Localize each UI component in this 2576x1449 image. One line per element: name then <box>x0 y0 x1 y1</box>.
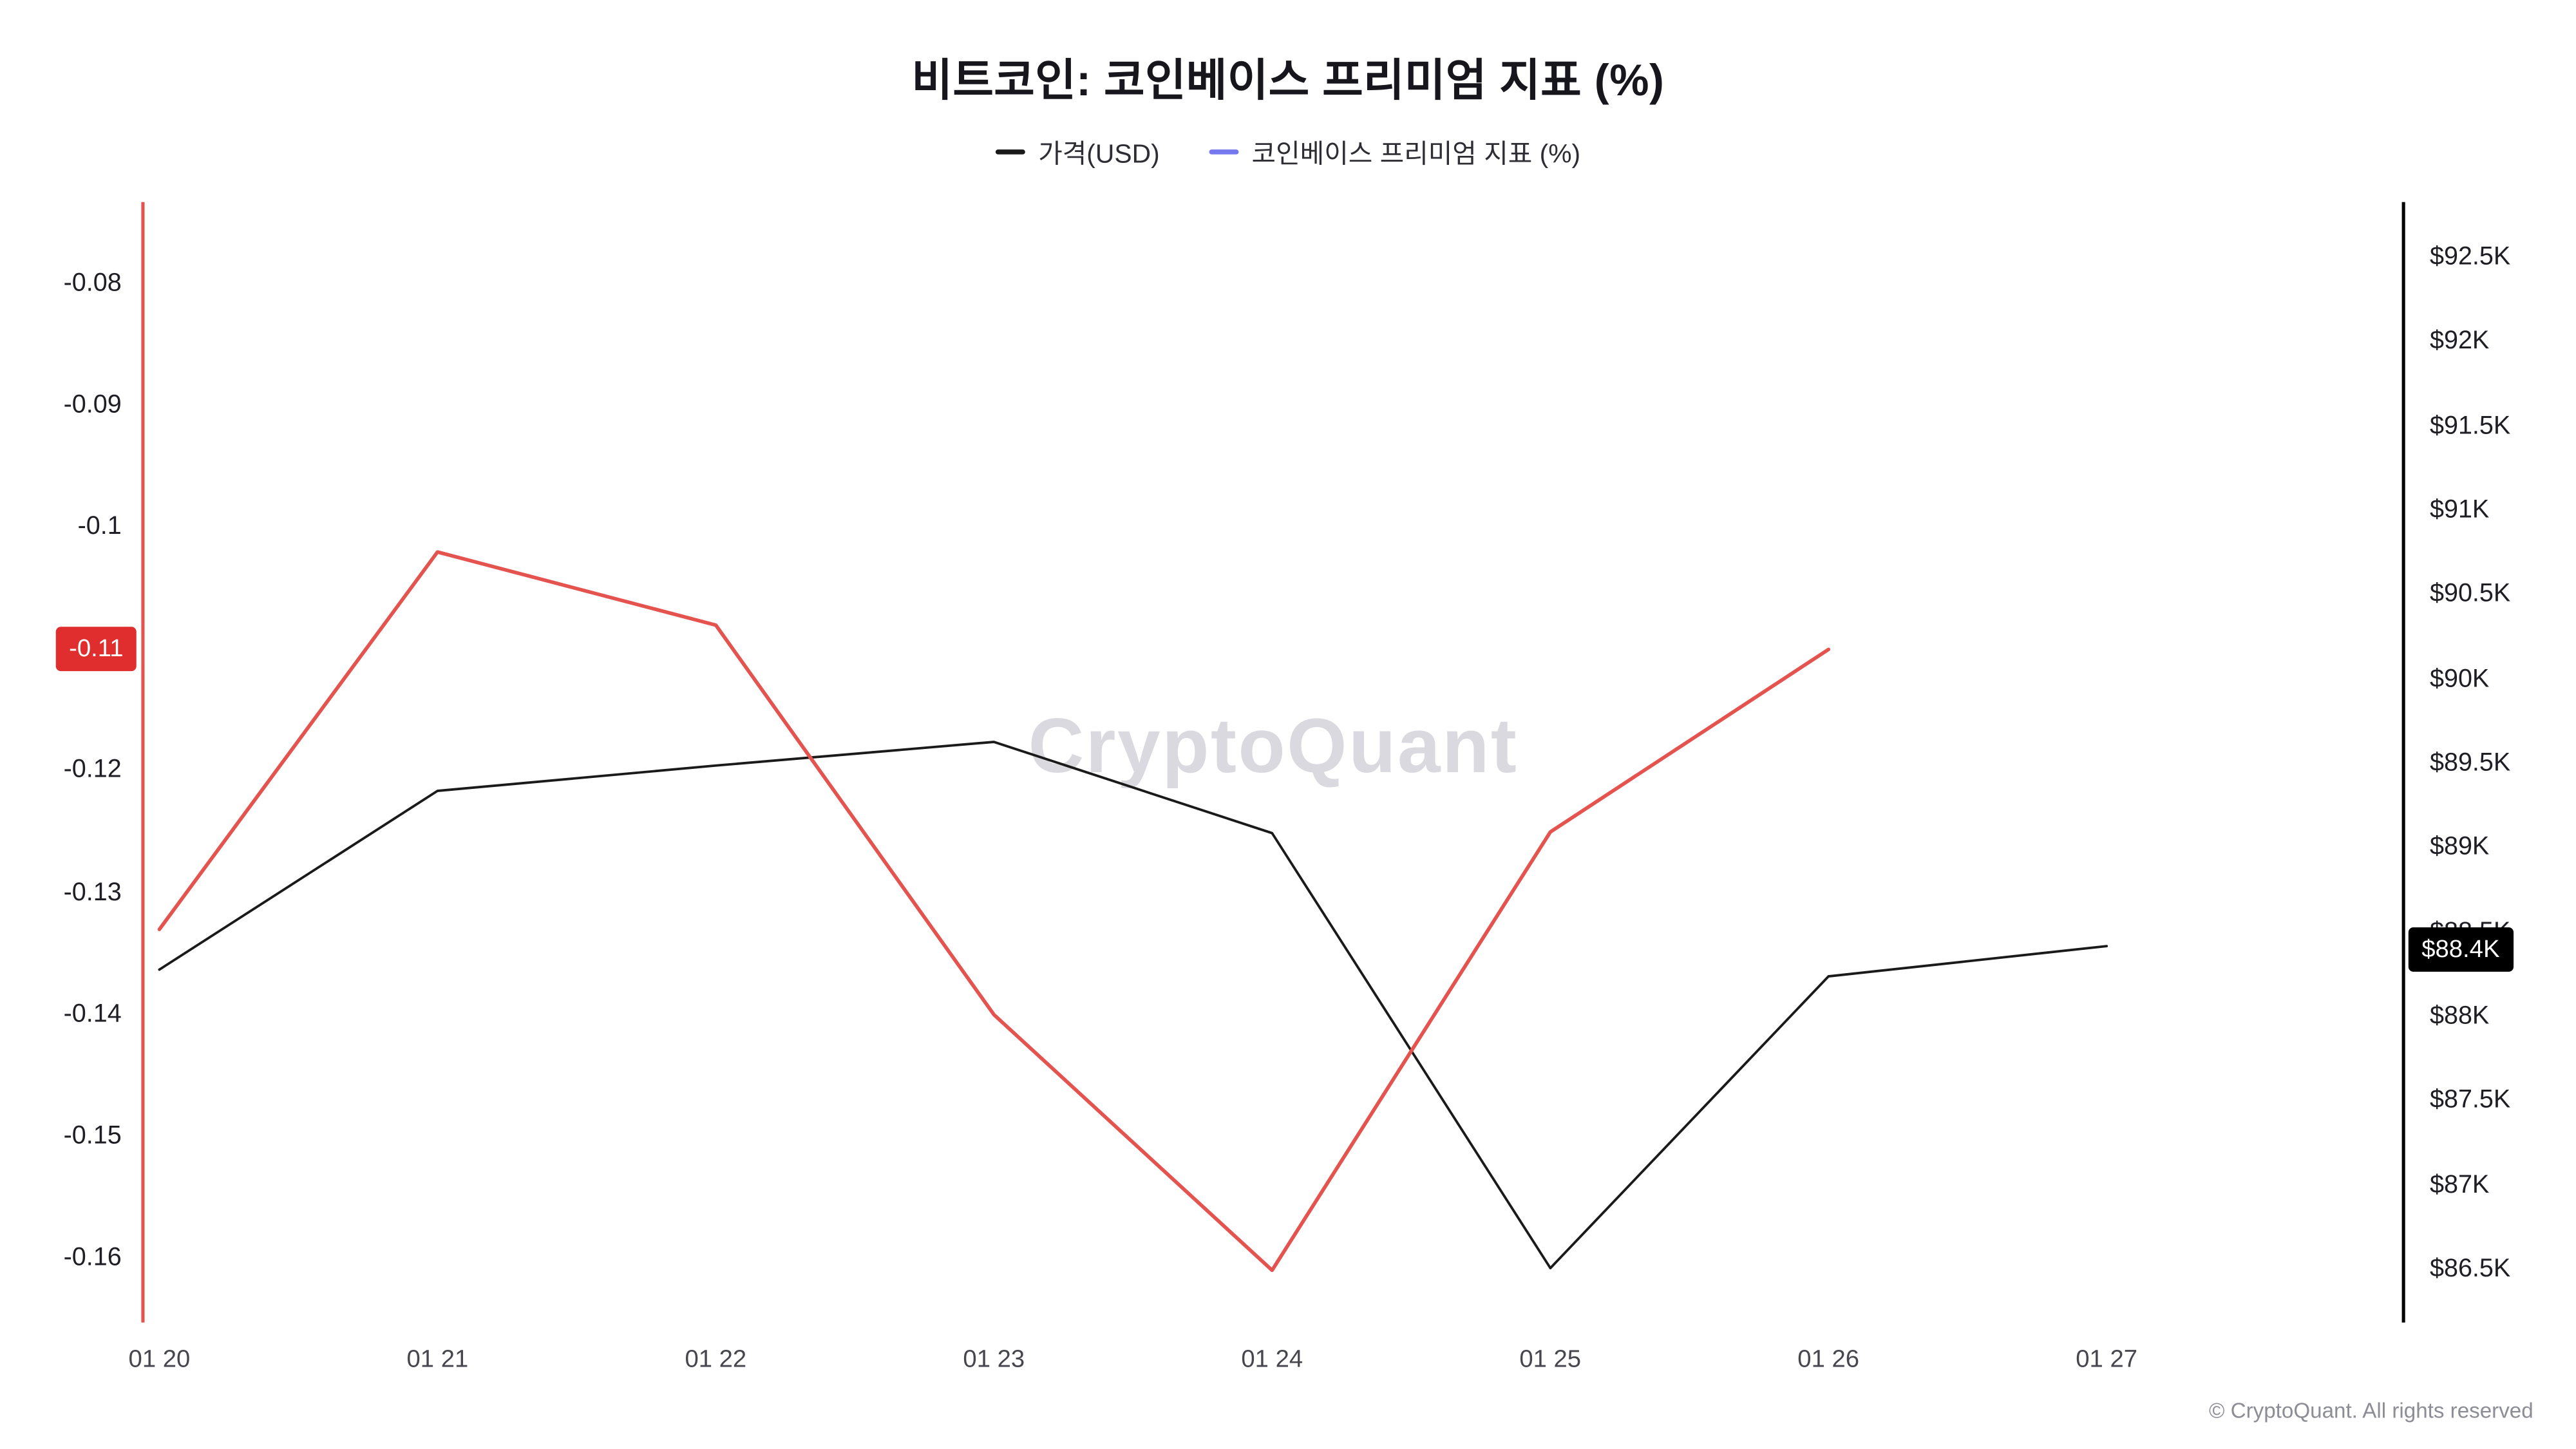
x-axis-tick: 01 24 <box>1241 1345 1303 1374</box>
chart-title: 비트코인: 코인베이스 프리미엄 지표 (%) <box>911 55 1665 106</box>
x-axis-tick: 01 26 <box>1797 1345 1860 1374</box>
left-axis-tick: -0.13 <box>63 878 122 906</box>
legend-label-price: 가격(USD) <box>1038 141 1160 169</box>
x-axis-tick: 01 22 <box>685 1345 747 1374</box>
x-axis-tick: 01 25 <box>1519 1345 1582 1374</box>
right-axis-tick: $89K <box>2429 833 2490 862</box>
right-axis-tick: $88K <box>2429 1002 2490 1030</box>
right-axis-tick: $89.5K <box>2429 749 2511 777</box>
left-axis-tick: -0.15 <box>63 1121 122 1150</box>
right-axis-tick: $87.5K <box>2429 1086 2511 1115</box>
left-axis-tick: -0.14 <box>63 999 122 1028</box>
legend-item-premium[interactable]: 코인베이스 프리미엄 지표 (%) <box>1209 131 1580 171</box>
right-axis-tick: $91K <box>2429 496 2490 524</box>
left-axis-tick: -0.08 <box>63 269 122 298</box>
x-axis-tick: 01 23 <box>963 1345 1025 1374</box>
x-axis-tick: 01 20 <box>128 1345 191 1374</box>
premium-current-value-badge: -0.11 <box>55 627 137 672</box>
right-axis-tick: $86.5K <box>2429 1255 2511 1283</box>
right-axis-tick: $92.5K <box>2429 243 2511 271</box>
right-axis-tick: $91.5K <box>2429 412 2511 440</box>
price-legend-swatch <box>995 148 1025 154</box>
chart-legend: 가격(USD) 코인베이스 프리미엄 지표 (%) <box>0 131 2576 171</box>
right-axis-tick: $90.5K <box>2429 580 2511 609</box>
x-axis-tick: 01 27 <box>2076 1345 2138 1374</box>
legend-item-price[interactable]: 가격(USD) <box>995 131 1160 171</box>
left-axis-tick: -0.09 <box>63 391 122 419</box>
copyright-notice: © CryptoQuant. All rights reserved <box>2209 1397 2533 1423</box>
right-axis-tick: $87K <box>2429 1170 2490 1199</box>
price-line <box>158 741 2108 1270</box>
left-axis-tick: -0.1 <box>77 513 122 541</box>
right-axis-tick: $92K <box>2429 327 2490 355</box>
premium-line <box>157 550 1831 1273</box>
legend-label-premium: 코인베이스 프리미엄 지표 (%) <box>1251 141 1581 169</box>
left-axis-tick: -0.12 <box>63 756 122 784</box>
price-current-value-badge: $88.4K <box>2408 927 2513 972</box>
left-axis-tick: -0.16 <box>63 1243 122 1271</box>
cryptoquant-watermark: CryptoQuant <box>1028 701 1519 789</box>
premium-legend-swatch <box>1209 148 1239 154</box>
right-axis-tick: $90K <box>2429 665 2490 693</box>
x-axis-tick: 01 21 <box>406 1345 469 1374</box>
